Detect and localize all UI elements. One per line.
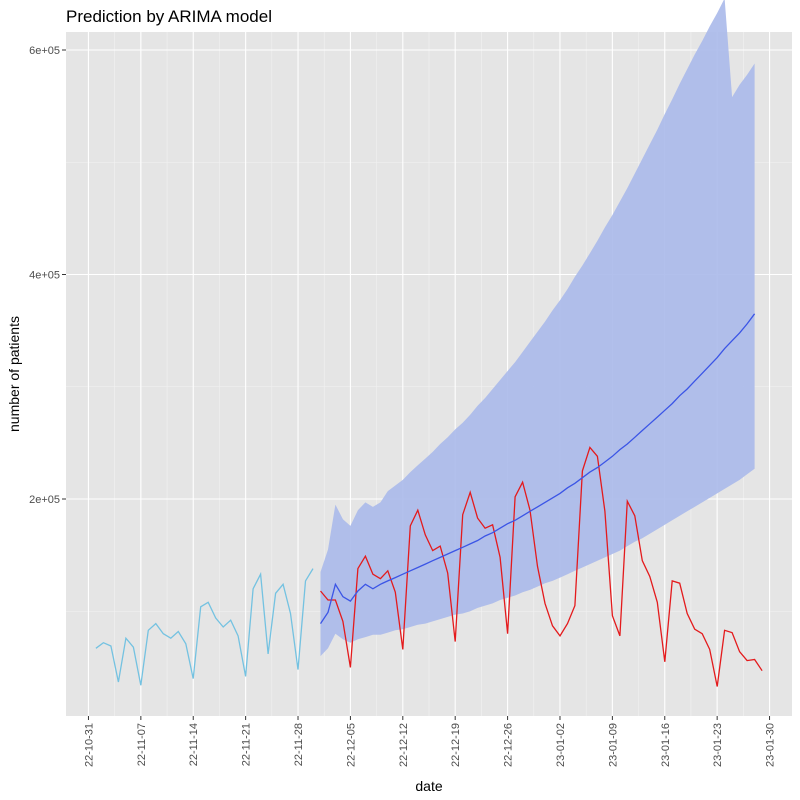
y-tick-label: 2e+05 — [29, 494, 60, 506]
y-axis: 2e+05 4e+05 6e+05 — [29, 45, 66, 506]
confidence-band — [320, 0, 755, 657]
x-tick-label: 23-01-09 — [607, 723, 619, 767]
x-tick-label: 22-10-31 — [83, 723, 95, 767]
x-tick-label: 22-12-05 — [345, 723, 357, 767]
x-tick-label: 22-11-28 — [293, 723, 305, 766]
x-tick-label: 22-12-19 — [450, 723, 462, 767]
forecast-series-line — [319, 313, 756, 624]
actual-series-line — [320, 446, 763, 687]
x-tick-label: 22-11-07 — [136, 723, 148, 766]
x-tick-label: 23-01-23 — [712, 723, 724, 767]
history-series-line — [95, 568, 314, 686]
x-tick-label: 22-12-12 — [398, 723, 410, 767]
x-axis-title: date — [415, 778, 442, 794]
x-tick-label: 22-11-21 — [241, 723, 253, 766]
x-tick-label: 22-12-26 — [503, 723, 515, 767]
y-axis-title: number of patients — [6, 316, 22, 432]
x-tick-label: 23-01-16 — [660, 723, 672, 767]
x-tick-label: 22-11-14 — [188, 723, 200, 766]
x-tick-label: 23-01-30 — [765, 723, 777, 767]
y-tick-label: 4e+05 — [29, 270, 60, 282]
chart-title: Prediction by ARIMA model — [66, 7, 272, 26]
x-tick-label: 23-01-02 — [555, 723, 567, 767]
x-axis: 22-10-31 22-11-07 22-11-14 22-11-21 22-11-28… — [83, 716, 777, 767]
y-tick-label: 6e+05 — [29, 45, 60, 57]
